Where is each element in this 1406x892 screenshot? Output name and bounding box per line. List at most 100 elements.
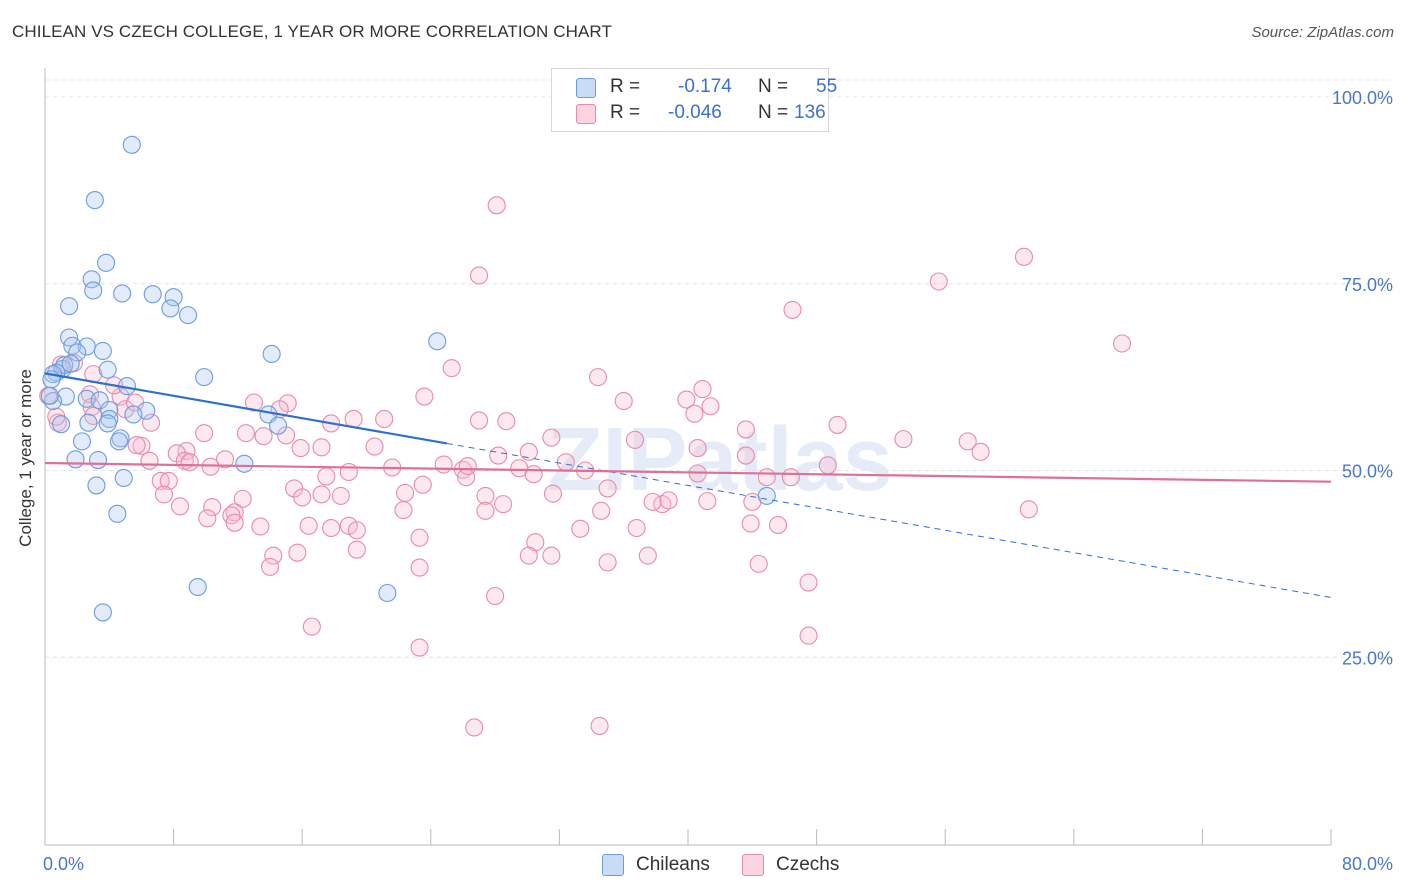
- czechs-trend-line: [44, 461, 1332, 483]
- chileans-swatch: [602, 854, 624, 876]
- czechs-point: [251, 517, 270, 536]
- czechs-point: [347, 540, 366, 559]
- tick-labels: 25.0% 50.0% 75.0% 100.0% 0.0% 80.0%: [43, 88, 1393, 874]
- legend-row-czechs: R = -0.046 N = 136: [576, 101, 828, 125]
- n-value: 55: [816, 76, 838, 97]
- czechs-point: [783, 300, 802, 319]
- chileans-point: [97, 253, 116, 272]
- chileans-point: [195, 368, 214, 387]
- czechs-point: [1019, 500, 1038, 519]
- legend-czechs-label: Czechs: [776, 854, 840, 875]
- czechs-point: [556, 453, 575, 472]
- chileans-point: [98, 414, 117, 433]
- stats-legend: R = -0.174 N = 55 R = -0.046 N = 136: [551, 68, 837, 132]
- czechs-point: [396, 483, 415, 502]
- y-tick-label: 50.0%: [1342, 462, 1393, 482]
- czechs-point: [195, 424, 214, 443]
- legend-czechs: Czechs: [742, 852, 839, 878]
- chileans-point: [269, 416, 288, 435]
- czechs-point: [159, 471, 178, 491]
- chileans-point: [61, 354, 80, 373]
- czechs-point: [524, 465, 543, 484]
- chileans-point: [87, 476, 106, 495]
- czechs-point: [781, 468, 800, 487]
- czechs-point: [698, 492, 717, 511]
- czechs-point: [322, 518, 341, 538]
- czechs-point: [894, 430, 913, 449]
- n-label: N =: [758, 102, 789, 123]
- czechs-point: [958, 432, 977, 451]
- czechs-point: [344, 409, 363, 429]
- y-tick-label: 100.0%: [1332, 88, 1393, 108]
- legend-chileans-label: Chileans: [636, 854, 710, 875]
- czechs-point: [1112, 334, 1132, 353]
- r-value: -0.046: [668, 102, 722, 123]
- czechs-point: [497, 412, 516, 431]
- czechs-point: [225, 513, 244, 532]
- czechs-point: [749, 554, 768, 573]
- chileans-swatch: [576, 78, 596, 98]
- czechs-point: [592, 501, 611, 520]
- czechs-point: [542, 428, 561, 447]
- czechs-point: [614, 391, 633, 411]
- czechs-point: [132, 436, 151, 455]
- czechs-point: [494, 495, 513, 514]
- czechs-point: [519, 546, 538, 565]
- czechs-point: [487, 196, 506, 215]
- czechs-point: [410, 638, 429, 657]
- czechs-point: [768, 515, 788, 535]
- chileans-point: [109, 432, 128, 451]
- legend-row-chileans: R = -0.174 N = 55: [576, 75, 837, 99]
- n-label: N =: [758, 76, 789, 97]
- chileans-point: [82, 270, 101, 289]
- chileans-point: [164, 288, 183, 307]
- czechs-point: [736, 446, 755, 465]
- czechs-point: [48, 413, 67, 432]
- czechs-point: [394, 501, 413, 520]
- czechs-point: [291, 439, 310, 458]
- chileans-point: [85, 191, 104, 210]
- chileans-point: [43, 391, 63, 411]
- czechs-point: [701, 397, 720, 416]
- chart-title: CHILEAN VS CZECH COLLEGE, 1 YEAR OR MORE…: [12, 22, 612, 41]
- czechs-point: [302, 617, 321, 636]
- czechs-point: [685, 404, 704, 423]
- czechs-point: [410, 558, 429, 577]
- czechs-point: [741, 514, 760, 533]
- czechs-point: [415, 387, 434, 406]
- czechs-point: [489, 446, 508, 465]
- chileans-point: [161, 299, 180, 318]
- czechs-point: [410, 528, 429, 547]
- czechs-point: [339, 462, 358, 482]
- r-label: R =: [610, 102, 641, 123]
- chileans-point: [428, 332, 447, 351]
- chileans-point: [378, 583, 397, 603]
- czechs-point: [170, 497, 190, 516]
- czechs-point: [643, 492, 662, 511]
- czechs-point: [598, 553, 617, 572]
- czechs-point: [225, 503, 244, 522]
- chileans-point: [93, 603, 112, 622]
- czechs-point: [736, 420, 755, 439]
- czechs-point: [458, 456, 477, 476]
- czechs-point: [347, 521, 366, 540]
- czechs-point: [140, 451, 159, 470]
- legend-chileans: Chileans: [602, 852, 710, 878]
- czechs-point: [260, 557, 280, 576]
- czechs-point: [469, 411, 489, 430]
- czechs-point: [299, 516, 318, 535]
- czechs-point: [254, 427, 273, 446]
- chileans-point: [66, 450, 85, 469]
- n-value: 136: [794, 102, 826, 123]
- chileans-point: [235, 454, 254, 473]
- chileans-point: [40, 386, 59, 405]
- czechs-point: [828, 415, 847, 434]
- czechs-point: [571, 519, 590, 538]
- chileans-point: [122, 135, 141, 154]
- czechs-point: [312, 438, 331, 457]
- chileans-point: [98, 360, 117, 379]
- czechs-point: [203, 498, 222, 517]
- chileans-point: [114, 468, 133, 488]
- chileans-point: [757, 486, 776, 505]
